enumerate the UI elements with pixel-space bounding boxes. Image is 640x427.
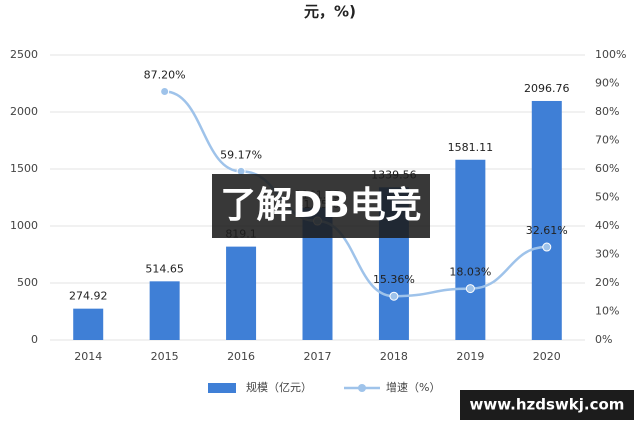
y2-tick-label: 100%	[595, 48, 626, 61]
y2-tick-label: 20%	[595, 276, 619, 289]
y2-tick-label: 70%	[595, 134, 619, 147]
growth-line	[164, 90, 547, 298]
y2-tick-label: 30%	[595, 248, 619, 261]
y-tick-label: 1500	[10, 162, 38, 175]
legend-label: 规模（亿元）	[246, 380, 312, 394]
banner-box	[212, 174, 430, 238]
growth-value-label: 15.36%	[373, 273, 415, 286]
x-tick-label: 2016	[227, 350, 255, 363]
y-tick-label: 2500	[10, 48, 38, 61]
legend-swatch	[358, 384, 366, 392]
legend-label: 增速（%）	[386, 380, 440, 394]
y2-tick-label: 0%	[595, 333, 612, 346]
x-tick-label: 2018	[380, 350, 408, 363]
growth-value-label: 32.61%	[526, 224, 568, 237]
bar	[226, 246, 257, 340]
x-tick-label: 2015	[151, 350, 179, 363]
y-tick-label: 1000	[10, 219, 38, 232]
bar	[149, 281, 180, 340]
y-tick-label: 0	[31, 333, 38, 346]
bar	[73, 308, 104, 340]
bar	[531, 100, 562, 340]
growth-value-label: 87.20%	[144, 68, 186, 81]
legend-swatch	[208, 383, 236, 393]
y2-tick-label: 50%	[595, 191, 619, 204]
growth-value-label: 18.03%	[449, 266, 491, 279]
banner-text: 了解DB电竞	[220, 185, 421, 226]
y2-tick-label: 10%	[595, 305, 619, 318]
growth-point	[542, 242, 552, 252]
x-tick-label: 2019	[456, 350, 484, 363]
bar-value-label: 2096.76	[524, 82, 570, 95]
bar	[455, 159, 486, 340]
url-text: www.hzdswkj.com	[470, 396, 625, 414]
x-tick-label: 2017	[304, 350, 332, 363]
bar-value-label: 514.65	[145, 262, 184, 275]
y2-tick-label: 60%	[595, 162, 619, 175]
bar-value-label: 1581.11	[448, 141, 494, 154]
growth-point	[160, 86, 170, 96]
x-tick-label: 2020	[533, 350, 561, 363]
growth-value-label: 59.17%	[220, 148, 262, 161]
bar-value-label: 274.92	[69, 290, 108, 303]
url-box	[460, 390, 634, 420]
y2-tick-label: 40%	[595, 219, 619, 232]
growth-point	[465, 284, 475, 294]
x-tick-label: 2014	[74, 350, 102, 363]
y2-tick-label: 90%	[595, 77, 619, 90]
y-tick-label: 2000	[10, 105, 38, 118]
chart-title: 元，%)	[304, 3, 356, 21]
y2-tick-label: 80%	[595, 105, 619, 118]
y-tick-label: 500	[17, 276, 38, 289]
growth-point	[389, 291, 399, 301]
